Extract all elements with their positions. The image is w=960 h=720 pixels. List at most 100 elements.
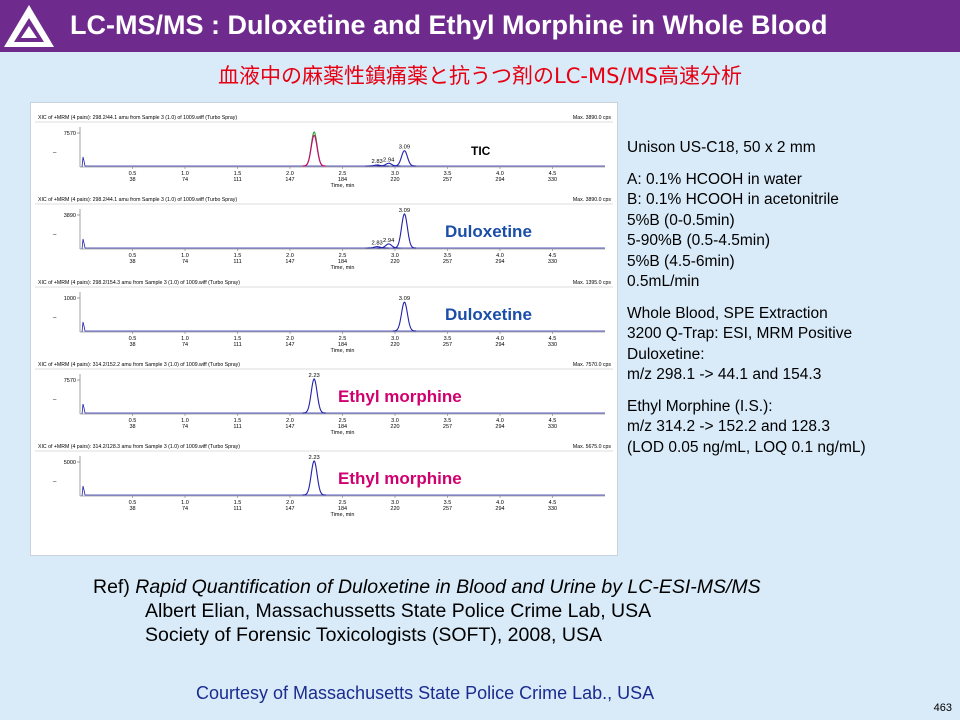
scan-label: 220 (390, 259, 399, 265)
x-tick-label: 1.5 (234, 253, 242, 259)
y-axis-stub: _ (52, 476, 57, 482)
y-axis-stub: _ (52, 229, 57, 235)
slide-title: LC-MS/MS : Duloxetine and Ethyl Morphine… (70, 10, 828, 40)
reference-venue: Society of Forensic Toxicologists (SOFT)… (145, 624, 602, 646)
param-line: B: 0.1% HCOOH in acetonitrile (627, 191, 839, 208)
chromatogram-peak (392, 213, 417, 249)
injection-spike (81, 485, 605, 497)
panel-header: XIC of +MRM (4 pairs): 314.2/152.2 amu f… (38, 362, 240, 368)
series-label: TIC (471, 144, 491, 158)
x-tick-label: 3.5 (444, 418, 452, 424)
peak-rt-label: 2.94 (383, 238, 395, 244)
param-line: A: 0.1% HCOOH in water (627, 170, 802, 188)
panel-header: XIC of +MRM (4 pairs): 298.2/154.3 amu f… (38, 280, 240, 286)
chromatogram-chart: XIC of +MRM (4 pairs): 298.2/44.1 amu fr… (35, 115, 613, 518)
scan-label: 330 (548, 259, 557, 265)
param-line: 5%B (0-0.5min) (627, 211, 735, 229)
scan-label: 74 (182, 177, 188, 183)
reference-prefix: Ref) (93, 576, 136, 598)
x-tick-label: 2.5 (339, 336, 347, 342)
x-tick-label: 1.0 (181, 418, 189, 424)
scan-label: 220 (390, 424, 399, 430)
param-spacer (627, 159, 953, 170)
panel-header: XIC of +MRM (4 pairs): 314.2/128.3 amu f… (38, 444, 240, 450)
chromatogram-peak (376, 243, 401, 249)
x-tick-label: 2.5 (339, 418, 347, 424)
param-line: 5%B (4.5-6min) (627, 252, 735, 270)
series-label: Ethyl morphine (338, 387, 462, 406)
scan-label: 294 (495, 506, 504, 512)
chromatogram-peak (365, 164, 389, 167)
x-tick-label: 4.5 (549, 336, 557, 342)
x-tick-label: 1.5 (234, 418, 242, 424)
x-tick-label: 0.5 (129, 418, 137, 424)
x-tick-label: 2.0 (286, 336, 294, 342)
scan-label: 220 (390, 506, 399, 512)
y-tick-label: 5000 (64, 460, 76, 466)
x-tick-label: 3.5 (444, 500, 452, 506)
injection-spike (81, 238, 605, 250)
y-tick-label: 3890 (64, 213, 76, 219)
chromatogram-panel: XIC of +MRM (4 pairs): 298.2/44.1 amu fr… (30, 102, 618, 556)
scan-label: 74 (182, 424, 188, 430)
scan-label: 257 (443, 177, 452, 183)
injection-spike (81, 403, 605, 415)
scan-label: 220 (390, 177, 399, 183)
scan-label: 330 (548, 506, 557, 512)
x-axis-label: Time, min (331, 265, 355, 271)
x-axis-label: Time, min (331, 183, 355, 189)
x-tick-label: 2.5 (339, 171, 347, 177)
panel-max-intensity: Max. 1395.0 cps (573, 280, 611, 286)
x-tick-label: 0.5 (129, 500, 137, 506)
param-line: 0.5mL/min (627, 273, 700, 290)
reference-title-row: Ref) Rapid Quantification of Duloxetine … (93, 575, 761, 599)
x-tick-label: 2.0 (286, 253, 294, 259)
scan-label: 257 (443, 424, 452, 430)
x-tick-label: 1.0 (181, 336, 189, 342)
triangle-logo-icon (0, 0, 58, 52)
scan-label: 294 (495, 259, 504, 265)
chromatogram-peak (392, 301, 417, 332)
x-tick-label: 2.0 (286, 171, 294, 177)
scan-label: 38 (129, 342, 135, 348)
chromatogram-peak (302, 460, 326, 496)
panel-max-intensity: Max. 3890.0 cps (573, 197, 611, 203)
series-label: Duloxetine (445, 222, 532, 241)
x-tick-label: 0.5 (129, 336, 137, 342)
scan-label: 147 (285, 342, 294, 348)
peak-rt-label: 2.23 (309, 373, 320, 379)
scan-label: 111 (233, 177, 241, 183)
injection-spike (81, 321, 605, 333)
y-axis-stub: _ (52, 394, 57, 400)
x-tick-label: 4.0 (496, 336, 504, 342)
x-tick-label: 1.5 (234, 336, 242, 342)
param-line: (LOD 0.05 ng/mL, LOQ 0.1 ng/mL) (627, 438, 866, 456)
chromatogram-peak (302, 134, 326, 167)
series-label: Ethyl morphine (338, 469, 462, 488)
panel-header: XIC of +MRM (4 pairs): 298.2/44.1 amu fr… (38, 115, 237, 121)
x-tick-label: 0.5 (129, 253, 137, 259)
panel-max-intensity: Max. 3890.0 cps (573, 115, 611, 121)
injection-spike (81, 156, 605, 168)
x-axis-label: Time, min (331, 512, 355, 518)
x-tick-label: 3.5 (444, 253, 452, 259)
scan-label: 147 (285, 259, 294, 265)
x-tick-label: 3.0 (391, 418, 399, 424)
scan-label: 147 (285, 506, 294, 512)
scan-label: 147 (285, 424, 294, 430)
x-tick-label: 1.5 (234, 171, 242, 177)
scan-label: 184 (338, 259, 347, 265)
chromatogram-peak (302, 131, 326, 167)
scan-label: 147 (285, 177, 294, 183)
peak-rt-label: 3.09 (399, 296, 410, 302)
param-line: m/z 298.1 -> 44.1 and 154.3 (627, 366, 822, 383)
courtesy-note: Courtesy of Massachusetts State Police C… (196, 683, 655, 703)
slide-subtitle: 血液中の麻薬性鎮痛薬と抗うつ剤のLC-MS/MS高速分析 (218, 64, 742, 88)
peak-rt-label: 3.09 (399, 208, 410, 214)
scan-label: 330 (548, 177, 557, 183)
scan-label: 257 (443, 506, 452, 512)
scan-label: 294 (495, 342, 504, 348)
x-tick-label: 4.0 (496, 253, 504, 259)
x-tick-label: 3.0 (391, 336, 399, 342)
reference-title: Rapid Quantification of Duloxetine in Bl… (135, 576, 761, 598)
